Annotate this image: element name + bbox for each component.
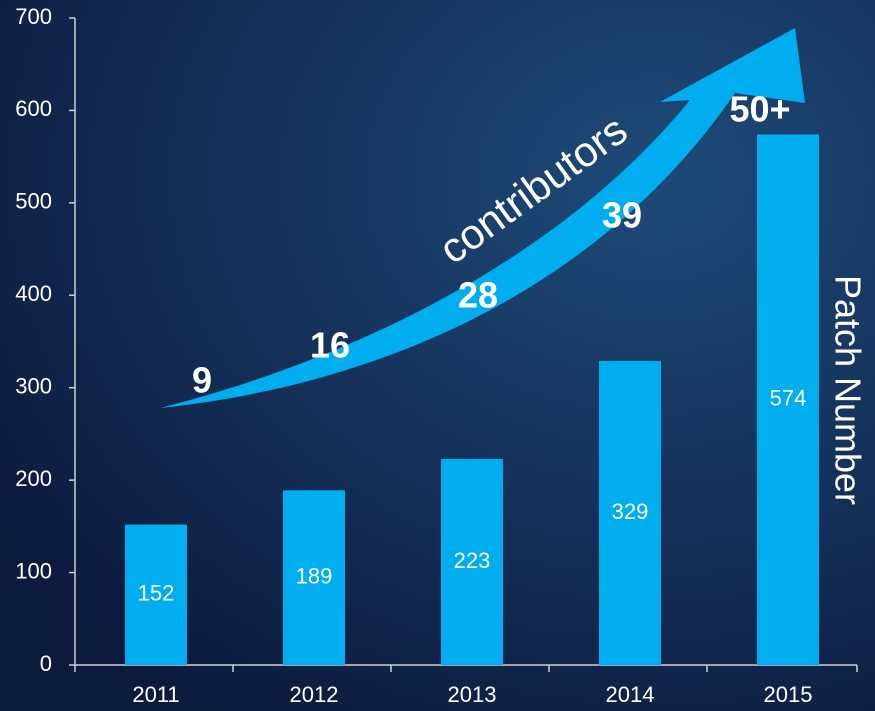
y-tick-label: 300 bbox=[15, 374, 52, 399]
contributor-count: 39 bbox=[602, 195, 642, 236]
x-tick-label: 2014 bbox=[606, 682, 655, 707]
value-label: 223 bbox=[454, 548, 491, 573]
x-tick-label: 2011 bbox=[132, 682, 179, 707]
y-tick-label: 500 bbox=[15, 189, 52, 214]
axis-label: Patch Number bbox=[827, 275, 868, 505]
bar bbox=[599, 360, 661, 665]
contributor-count: 50+ bbox=[729, 89, 790, 130]
y-tick-label: 200 bbox=[15, 466, 52, 491]
x-tick-label: 2013 bbox=[448, 682, 497, 707]
contributor-count: 9 bbox=[192, 360, 212, 401]
value-label: 574 bbox=[770, 386, 807, 411]
value-label: 189 bbox=[296, 563, 333, 588]
y-tick-label: 600 bbox=[15, 96, 52, 121]
contributor-count: 16 bbox=[310, 325, 350, 366]
bar bbox=[441, 458, 503, 665]
bar bbox=[283, 490, 345, 665]
y-tick-label: 400 bbox=[15, 281, 52, 306]
x-tick-label: 2015 bbox=[764, 682, 813, 707]
y-tick-label: 700 bbox=[15, 4, 52, 29]
bar bbox=[125, 524, 187, 665]
arrow bbox=[160, 28, 805, 408]
value-label: 152 bbox=[138, 581, 175, 606]
value-label: 329 bbox=[612, 499, 649, 524]
contributor-count: 28 bbox=[458, 275, 498, 316]
y-tick-label: 100 bbox=[15, 558, 52, 583]
y-tick-label: 0 bbox=[40, 651, 52, 676]
x-tick-label: 2012 bbox=[290, 682, 339, 707]
bar bbox=[757, 134, 819, 665]
